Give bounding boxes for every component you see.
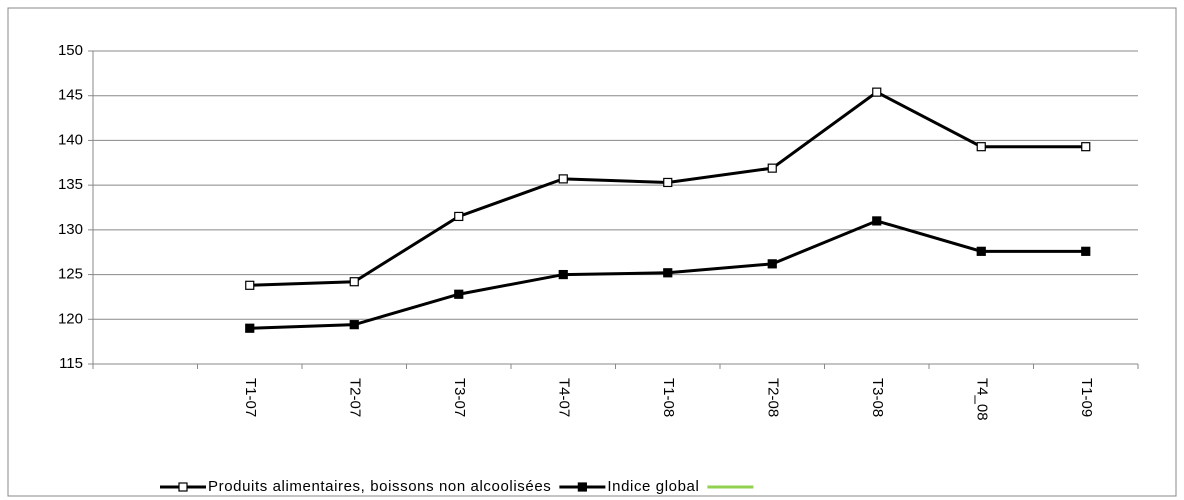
- point: [245, 323, 255, 333]
- point: [663, 177, 673, 188]
- point: [454, 289, 464, 299]
- legend-marker: [577, 482, 587, 492]
- point: [349, 320, 359, 330]
- y-tick-label: 135: [58, 176, 83, 193]
- legend-label: Produits alimentaires, boissons non alco…: [208, 478, 551, 495]
- y-tick-label: 120: [58, 310, 83, 327]
- point: [976, 246, 986, 256]
- legend-label: Indice global: [607, 478, 699, 495]
- y-tick-label: 145: [58, 87, 83, 104]
- y-tick-label: 150: [58, 42, 83, 59]
- x-tick-label: T3-08: [869, 378, 886, 417]
- y-tick-label: 115: [59, 355, 83, 372]
- point: [349, 277, 359, 287]
- y-tick-label: 140: [58, 131, 83, 148]
- point: [1081, 246, 1091, 256]
- x-tick-label: T3-07: [451, 378, 468, 417]
- point: [1081, 142, 1091, 152]
- x-tick-label: T1-07: [242, 378, 259, 417]
- x-tick-label: T1-09: [1078, 378, 1095, 417]
- legend-marker: [178, 482, 188, 492]
- x-tick-label: T1-08: [660, 378, 677, 417]
- x-tick-label: T4_08: [973, 378, 990, 421]
- point: [767, 259, 777, 269]
- x-tick-label: T2-08: [764, 378, 781, 417]
- point: [767, 163, 777, 173]
- point: [872, 216, 882, 226]
- point: [245, 280, 255, 290]
- y-tick-label: 130: [58, 221, 83, 238]
- point: [976, 142, 986, 152]
- point: [663, 268, 673, 278]
- x-tick-label: T2-07: [346, 378, 363, 417]
- point: [872, 87, 882, 97]
- x-tick-label: T4-07: [555, 378, 572, 417]
- point: [558, 174, 568, 184]
- y-tick-label: 125: [58, 266, 83, 283]
- point: [558, 269, 568, 280]
- point: [454, 211, 464, 222]
